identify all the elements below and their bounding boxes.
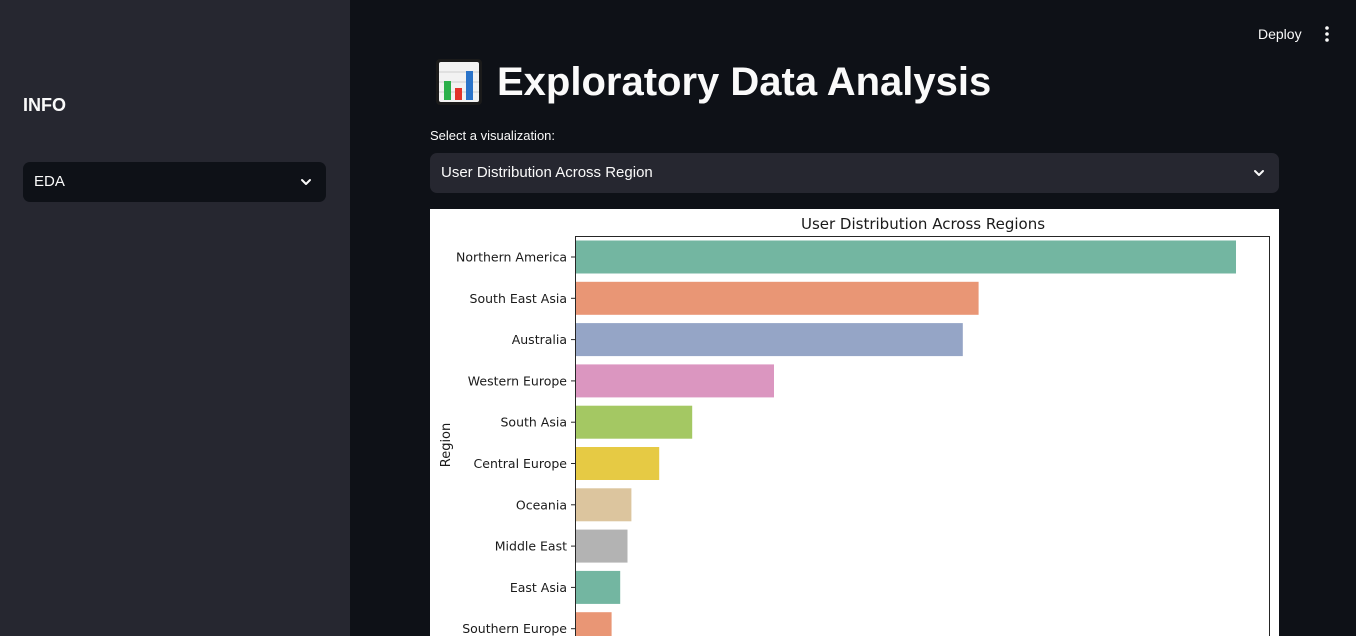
bar-south-east-asia	[576, 281, 979, 315]
bar-central-europe	[576, 447, 660, 480]
sidebar-page-select[interactable]: EDA	[23, 162, 326, 202]
bar-east-asia	[576, 570, 621, 604]
bar-western-europe	[576, 364, 774, 398]
y-tick-label: Southern Europe	[462, 621, 567, 636]
visualization-select-value: User Distribution Across Region	[441, 164, 653, 181]
y-tick-label: Australia	[512, 332, 567, 347]
sidebar-title: INFO	[23, 95, 66, 115]
bar-chart: User Distribution Across Regions Region …	[439, 215, 1270, 636]
sidebar: INFO EDA	[0, 0, 350, 636]
visualization-select-label: Select a visualization:	[430, 128, 556, 143]
y-tick-label: Central Europe	[474, 456, 568, 471]
y-tick-label: Northern America	[456, 250, 567, 265]
chevron-down-icon	[301, 179, 311, 185]
chevron-down-icon	[1254, 170, 1264, 176]
bar-australia	[576, 323, 963, 357]
chart-title: User Distribution Across Regions	[801, 215, 1045, 233]
y-tick-label: Oceania	[516, 497, 567, 512]
y-tick-label: South East Asia	[470, 291, 567, 306]
bar-chart-icon	[436, 59, 482, 105]
bar-south-asia	[576, 405, 693, 439]
page-title-text: Exploratory Data Analysis	[497, 59, 992, 104]
bar-middle-east	[576, 529, 628, 563]
visualization-select[interactable]: User Distribution Across Region	[430, 153, 1279, 193]
y-tick-label: Middle East	[495, 539, 567, 554]
sidebar-select-value: EDA	[34, 173, 65, 190]
chart-container: User Distribution Across Regions Region …	[430, 209, 1279, 636]
bar-southern-europe	[576, 612, 612, 636]
vertical-dots-icon[interactable]	[1317, 22, 1337, 46]
bars-group	[576, 240, 1236, 636]
deploy-button[interactable]: Deploy	[1258, 26, 1302, 42]
chart-axes-frame	[575, 236, 1270, 636]
bar-oceania	[576, 488, 632, 522]
y-tick-label: Western Europe	[468, 373, 568, 388]
bar-northern-america	[576, 240, 1236, 274]
chart-y-axis-label: Region	[439, 423, 454, 468]
y-tick-label: South Asia	[501, 415, 568, 430]
page-title: Exploratory Data Analysis	[436, 56, 991, 108]
y-tick-label: East Asia	[510, 580, 567, 595]
y-tick-labels: Northern America South East Asia Australia…	[456, 250, 576, 636]
